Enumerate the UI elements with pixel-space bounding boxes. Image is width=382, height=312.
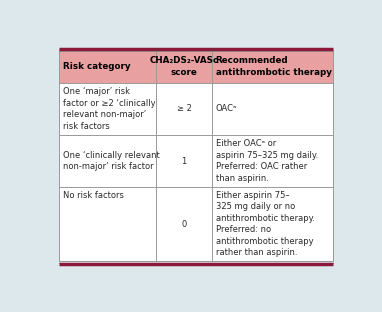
Text: 1: 1 — [181, 157, 187, 166]
Text: One ‘clinically relevant
non-major’ risk factor: One ‘clinically relevant non-major’ risk… — [63, 151, 159, 171]
Text: One ‘major’ risk
factor or ≥2 ‘clinically
relevant non-major’
risk factors: One ‘major’ risk factor or ≥2 ‘clinicall… — [63, 87, 155, 130]
Text: Recommended
antithrombotic therapy: Recommended antithrombotic therapy — [216, 56, 332, 77]
Text: OACᵃ: OACᵃ — [216, 104, 237, 113]
Text: Either aspirin 75–
325 mg daily or no
antithrombotic therapy.
Preferred: no
anti: Either aspirin 75– 325 mg daily or no an… — [216, 191, 315, 257]
Text: Risk category: Risk category — [63, 62, 130, 71]
Bar — [59, 51, 333, 261]
Text: No risk factors: No risk factors — [63, 191, 123, 200]
Bar — [59, 51, 333, 83]
Text: Either OACᵃ or
aspirin 75–325 mg daily.
Preferred: OAC rather
than aspirin.: Either OACᵃ or aspirin 75–325 mg daily. … — [216, 139, 318, 183]
Text: CHA₂DS₂-VASc
score: CHA₂DS₂-VASc score — [149, 56, 219, 77]
Text: 0: 0 — [181, 220, 187, 229]
Text: ≥ 2: ≥ 2 — [177, 104, 192, 113]
